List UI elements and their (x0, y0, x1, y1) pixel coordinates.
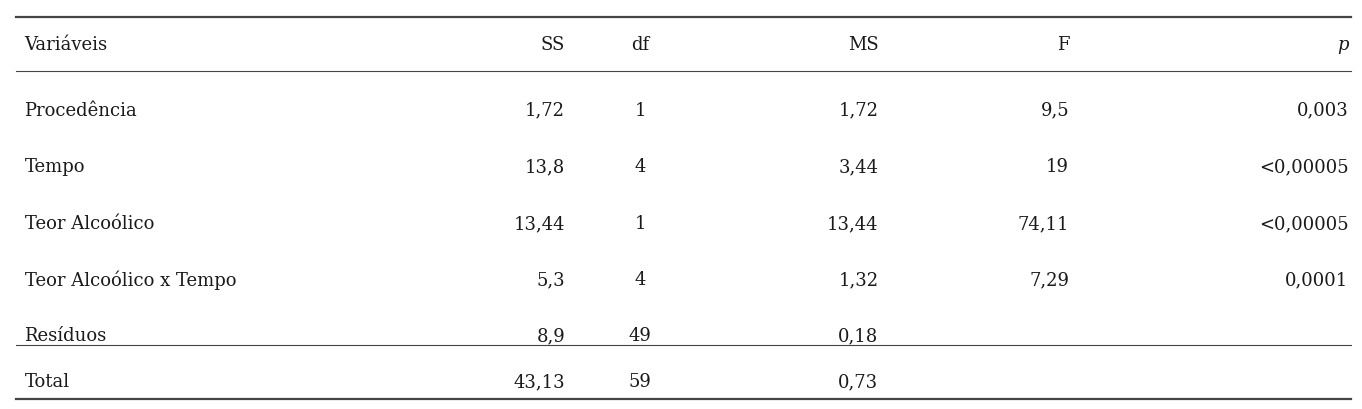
Text: 1,72: 1,72 (526, 101, 565, 119)
Text: 43,13: 43,13 (513, 372, 565, 390)
Text: 0,003: 0,003 (1297, 101, 1348, 119)
Text: Teor Alcoólico x Tempo: Teor Alcoólico x Tempo (25, 270, 236, 290)
Text: F: F (1057, 36, 1069, 54)
Text: Tempo: Tempo (25, 158, 84, 176)
Text: 1: 1 (635, 214, 646, 232)
Text: <0,00005: <0,00005 (1258, 158, 1348, 176)
Text: 74,11: 74,11 (1017, 214, 1069, 232)
Text: Resíduos: Resíduos (25, 326, 106, 344)
Text: 59: 59 (629, 372, 651, 390)
Text: 13,44: 13,44 (827, 214, 878, 232)
Text: 9,5: 9,5 (1041, 101, 1069, 119)
Text: <0,00005: <0,00005 (1258, 214, 1348, 232)
Text: 13,44: 13,44 (513, 214, 565, 232)
Text: Procedência: Procedência (25, 101, 138, 119)
Text: 49: 49 (629, 326, 651, 344)
Text: 0,18: 0,18 (838, 326, 878, 344)
Text: p: p (1337, 36, 1348, 54)
Text: 13,8: 13,8 (524, 158, 565, 176)
Text: 1,32: 1,32 (839, 271, 878, 289)
Text: SS: SS (541, 36, 565, 54)
Text: Total: Total (25, 372, 69, 390)
Text: 4: 4 (635, 271, 646, 289)
Text: 4: 4 (635, 158, 646, 176)
Text: 0,0001: 0,0001 (1286, 271, 1348, 289)
Text: MS: MS (847, 36, 878, 54)
Text: 7,29: 7,29 (1030, 271, 1069, 289)
Text: 0,73: 0,73 (839, 372, 878, 390)
Text: 3,44: 3,44 (839, 158, 878, 176)
Text: 1,72: 1,72 (839, 101, 878, 119)
Text: 8,9: 8,9 (537, 326, 565, 344)
Text: df: df (631, 36, 650, 54)
Text: Variáveis: Variáveis (25, 36, 108, 54)
Text: 5,3: 5,3 (537, 271, 565, 289)
Text: Teor Alcoólico: Teor Alcoólico (25, 214, 154, 232)
Text: 19: 19 (1046, 158, 1069, 176)
Text: 1: 1 (635, 101, 646, 119)
